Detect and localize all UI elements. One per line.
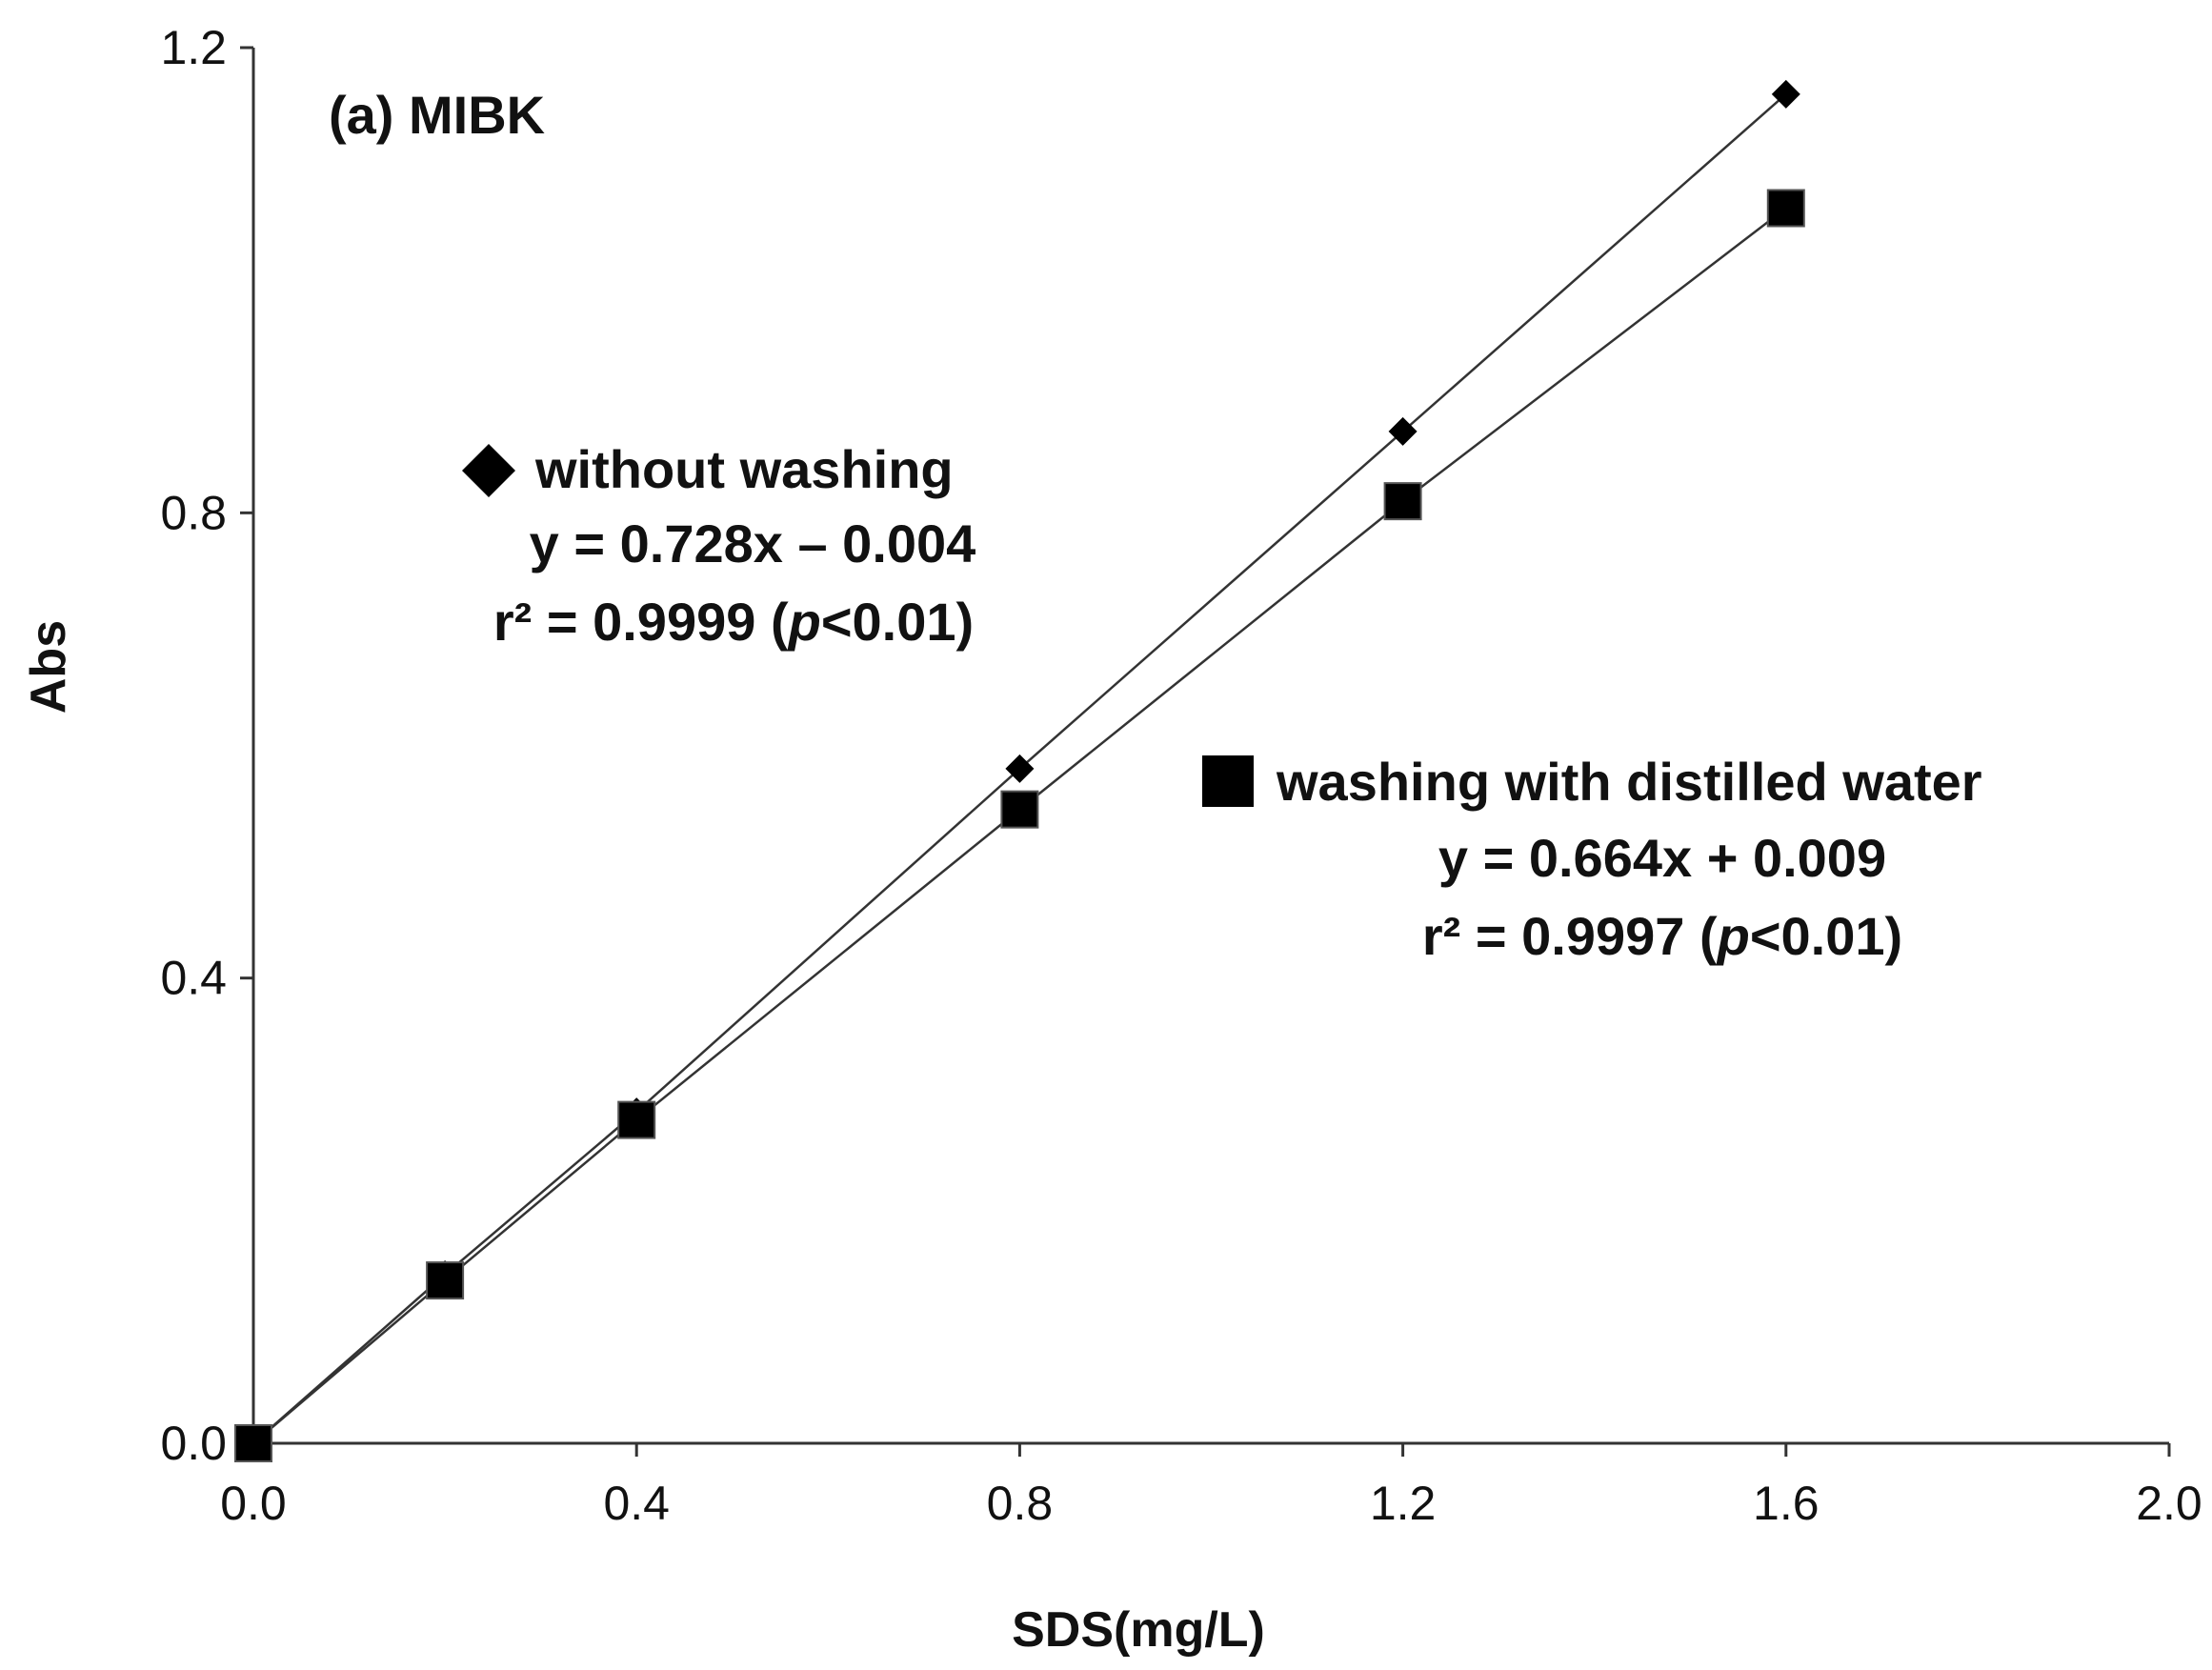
equation-without-washing: y = 0.728x – 0.004	[530, 513, 976, 573]
r2-washing-p: p	[1716, 906, 1750, 966]
data-point-washing	[617, 1100, 656, 1139]
legend-square-marker	[1202, 755, 1254, 807]
legend-washing: washing with distilled water y = 0.664x …	[1202, 752, 1982, 966]
series-markers	[234, 79, 1805, 1462]
r2-washing: r² = 0.9997 (p<0.01)	[1422, 906, 1902, 966]
data-point-washing	[1000, 790, 1039, 829]
legend-without-washing: without washing y = 0.728x – 0.004 r² = …	[462, 439, 975, 652]
x-tick-label: 1.2	[1370, 1477, 1437, 1530]
series-line-washing	[252, 207, 1787, 1444]
y-tick-label: 0.8	[160, 486, 227, 539]
r2-without-washing-prefix: r² = 0.9999 (	[493, 592, 789, 652]
r2-washing-prefix: r² = 0.9997 (	[1422, 906, 1718, 966]
y-tick-label: 1.2	[160, 21, 227, 74]
legend-washing-label: washing with distilled water	[1276, 752, 1982, 812]
r2-without-washing-suffix: <0.01)	[821, 592, 974, 652]
data-point-washing	[234, 1424, 272, 1462]
y-tick-label: 0.4	[160, 952, 227, 1005]
r2-washing-suffix: <0.01)	[1750, 906, 1902, 966]
r2-without-washing-p: p	[787, 592, 821, 652]
data-point-without-washing	[1388, 416, 1418, 446]
x-tick-label: 2.0	[2136, 1477, 2202, 1530]
legend-without-washing-label: without washing	[534, 439, 954, 499]
x-tick-label: 0.8	[987, 1477, 1054, 1530]
data-point-washing	[426, 1261, 465, 1300]
series-line-without-washing	[252, 92, 1787, 1444]
y-axis-title: Abs	[21, 620, 76, 714]
legend-diamond-marker	[462, 444, 515, 497]
axes	[251, 48, 2169, 1445]
equation-washing: y = 0.664x + 0.009	[1438, 828, 1886, 888]
data-point-without-washing	[1005, 754, 1035, 783]
r2-without-washing: r² = 0.9999 (p<0.01)	[493, 592, 974, 652]
chart-title: (a) MIBK	[329, 85, 545, 145]
x-tick-label: 1.6	[1753, 1477, 1820, 1530]
series-lines	[252, 92, 1787, 1444]
ticks: 0.0 0.4 0.8 1.2 1.6 2.0 0.0 0.4 0.8 1.2	[160, 21, 2202, 1530]
data-point-washing	[1766, 189, 1805, 228]
x-tick-label: 0.4	[603, 1477, 670, 1530]
data-point-without-washing	[1771, 79, 1800, 109]
y-tick-label: 0.0	[160, 1417, 227, 1470]
data-point-washing	[1383, 482, 1422, 521]
x-tick-label: 0.0	[220, 1477, 287, 1530]
x-axis-title: SDS(mg/L)	[1012, 1602, 1265, 1658]
